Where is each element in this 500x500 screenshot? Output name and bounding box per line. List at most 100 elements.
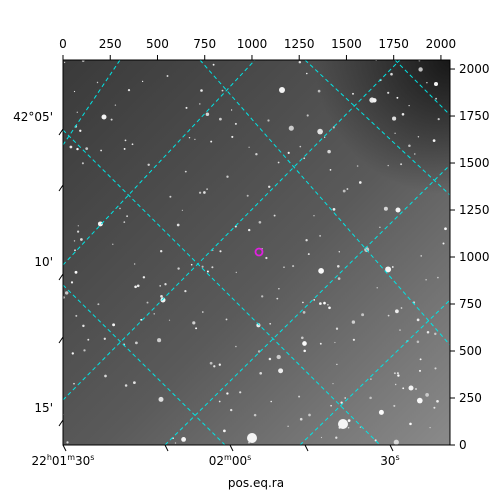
ra-tick-mark — [389, 444, 394, 452]
star — [83, 349, 86, 352]
star — [327, 149, 331, 154]
star — [346, 188, 349, 190]
star — [223, 429, 226, 433]
star — [408, 105, 410, 107]
x-axis-label: pos.eq.ra — [228, 476, 284, 490]
star — [261, 295, 264, 298]
star — [313, 299, 316, 301]
star — [270, 400, 272, 403]
star — [408, 144, 411, 148]
star — [97, 303, 100, 306]
x-tick-label: 1750 — [378, 37, 409, 51]
star — [136, 284, 140, 288]
plot-frame — [62, 59, 451, 446]
star — [235, 271, 237, 274]
star — [319, 342, 322, 345]
ra-tick-mark — [62, 444, 67, 452]
ra-minor-tick — [164, 444, 169, 452]
star — [336, 363, 338, 366]
star — [369, 396, 372, 400]
star — [141, 80, 144, 83]
star — [393, 439, 399, 445]
star — [174, 442, 177, 444]
star — [277, 161, 280, 164]
star — [225, 318, 228, 321]
star — [168, 319, 171, 321]
star — [234, 225, 237, 228]
star — [329, 169, 332, 171]
star — [126, 215, 128, 218]
star — [75, 314, 78, 317]
y-tick-label: 0 — [459, 438, 467, 452]
dec-tick-mark — [58, 273, 64, 281]
star — [278, 288, 280, 290]
star — [437, 276, 439, 279]
star — [73, 90, 76, 93]
grid-line — [63, 60, 401, 401]
star — [347, 426, 350, 429]
star — [77, 230, 80, 233]
target-marker — [254, 247, 264, 257]
dec-minor-tick — [58, 336, 64, 344]
star — [203, 191, 206, 194]
star — [166, 75, 169, 77]
star — [248, 146, 250, 148]
star — [370, 378, 372, 380]
star — [112, 243, 114, 245]
star — [135, 341, 138, 345]
star — [378, 409, 384, 415]
star — [79, 129, 82, 132]
star — [268, 185, 271, 188]
y-tick-label: 250 — [459, 391, 482, 405]
star — [302, 341, 307, 346]
star — [219, 250, 222, 253]
star — [283, 266, 285, 268]
star — [73, 240, 76, 242]
x-tick-label: 500 — [146, 37, 169, 51]
star — [319, 302, 322, 305]
star — [396, 96, 399, 99]
star — [318, 268, 324, 274]
star — [185, 106, 188, 109]
star — [393, 372, 396, 375]
star — [361, 313, 365, 317]
star — [288, 125, 294, 131]
star — [212, 63, 215, 66]
star — [276, 354, 281, 360]
star — [335, 327, 339, 330]
bright-star — [101, 114, 107, 120]
star — [426, 330, 430, 334]
star — [432, 139, 436, 142]
star — [176, 223, 180, 227]
star — [63, 61, 66, 64]
star — [234, 122, 237, 125]
star — [74, 249, 76, 252]
star — [399, 329, 401, 331]
star — [387, 314, 390, 317]
x-tick-label: 2000 — [426, 37, 457, 51]
star — [246, 194, 249, 197]
grid-line — [63, 129, 381, 445]
grid-line — [164, 164, 450, 445]
bright-star — [247, 433, 257, 443]
dec-axis-left: 42°05' 10' 15' — [13, 110, 64, 427]
star — [134, 263, 136, 265]
star — [206, 270, 209, 273]
star — [305, 239, 308, 242]
star — [416, 318, 420, 322]
star — [379, 226, 381, 228]
star — [265, 256, 268, 260]
star — [418, 369, 422, 372]
star — [213, 365, 216, 368]
star — [192, 321, 196, 325]
star — [391, 266, 394, 268]
star — [74, 270, 78, 274]
star — [396, 372, 399, 375]
star — [209, 361, 213, 365]
star — [188, 136, 191, 139]
star — [181, 209, 184, 211]
star — [298, 60, 302, 64]
coordinate-grid — [63, 60, 450, 445]
star-field — [63, 60, 447, 445]
star — [429, 426, 431, 429]
